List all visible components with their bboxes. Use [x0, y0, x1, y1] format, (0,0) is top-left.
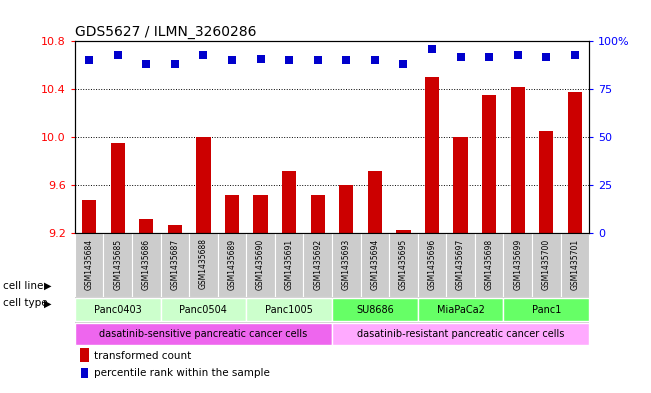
Point: [570, 51, 580, 58]
Bar: [253, 195, 268, 233]
Bar: [368, 171, 382, 233]
Point: [141, 61, 152, 68]
Point: [255, 55, 266, 62]
Bar: [539, 131, 553, 233]
Text: transformed count: transformed count: [94, 351, 191, 361]
Text: dasatinib-resistant pancreatic cancer cells: dasatinib-resistant pancreatic cancer ce…: [357, 329, 564, 339]
Text: Panc1: Panc1: [532, 305, 561, 314]
Text: GSM1435698: GSM1435698: [484, 239, 493, 290]
Point: [398, 61, 409, 68]
Point: [341, 57, 352, 64]
Point: [198, 51, 208, 58]
Bar: [161, 233, 189, 298]
Bar: [503, 298, 589, 321]
Bar: [418, 298, 503, 321]
Text: GSM1435685: GSM1435685: [113, 239, 122, 290]
Bar: [475, 233, 503, 298]
Text: ▶: ▶: [44, 298, 52, 309]
Bar: [418, 233, 447, 298]
Bar: [132, 233, 161, 298]
Text: SU8686: SU8686: [356, 305, 394, 314]
Point: [84, 57, 94, 64]
Bar: [246, 233, 275, 298]
Text: Panc0504: Panc0504: [180, 305, 227, 314]
Text: GSM1435699: GSM1435699: [513, 239, 522, 290]
Text: GSM1435701: GSM1435701: [570, 239, 579, 290]
Bar: [332, 233, 361, 298]
Bar: [361, 233, 389, 298]
Bar: [303, 233, 332, 298]
Text: GSM1435689: GSM1435689: [227, 239, 236, 290]
Text: GSM1435697: GSM1435697: [456, 239, 465, 290]
Bar: [482, 95, 496, 233]
Bar: [396, 230, 411, 233]
Bar: [81, 368, 89, 378]
Bar: [80, 349, 89, 362]
Bar: [332, 298, 418, 321]
Text: ▶: ▶: [44, 281, 52, 291]
Bar: [568, 92, 582, 233]
Text: Panc0403: Panc0403: [94, 305, 142, 314]
Text: GSM1435693: GSM1435693: [342, 239, 351, 290]
Bar: [225, 195, 239, 233]
Text: GDS5627 / ILMN_3260286: GDS5627 / ILMN_3260286: [75, 25, 256, 39]
Bar: [282, 171, 296, 233]
Bar: [510, 87, 525, 233]
Text: GSM1435695: GSM1435695: [399, 239, 408, 290]
Bar: [561, 233, 589, 298]
Point: [484, 53, 494, 60]
Bar: [246, 298, 332, 321]
Text: cell type: cell type: [3, 298, 48, 309]
Text: MiaPaCa2: MiaPaCa2: [437, 305, 484, 314]
Bar: [454, 137, 467, 233]
Bar: [75, 233, 104, 298]
Bar: [168, 225, 182, 233]
Bar: [532, 233, 561, 298]
Text: dasatinib-sensitive pancreatic cancer cells: dasatinib-sensitive pancreatic cancer ce…: [100, 329, 307, 339]
Point: [284, 57, 294, 64]
Point: [370, 57, 380, 64]
Bar: [447, 233, 475, 298]
Text: GSM1435690: GSM1435690: [256, 239, 265, 290]
Bar: [75, 298, 161, 321]
Text: GSM1435687: GSM1435687: [171, 239, 180, 290]
Text: GSM1435684: GSM1435684: [85, 239, 94, 290]
Bar: [111, 143, 125, 233]
Bar: [104, 233, 132, 298]
Bar: [332, 323, 589, 345]
Text: GSM1435700: GSM1435700: [542, 239, 551, 290]
Bar: [311, 195, 325, 233]
Point: [227, 57, 237, 64]
Text: cell line: cell line: [3, 281, 44, 291]
Bar: [275, 233, 303, 298]
Point: [512, 51, 523, 58]
Text: GSM1435691: GSM1435691: [284, 239, 294, 290]
Point: [456, 53, 466, 60]
Point: [427, 46, 437, 52]
Bar: [503, 233, 532, 298]
Bar: [217, 233, 246, 298]
Text: Panc1005: Panc1005: [265, 305, 313, 314]
Bar: [75, 323, 332, 345]
Text: GSM1435686: GSM1435686: [142, 239, 151, 290]
Bar: [389, 233, 418, 298]
Text: percentile rank within the sample: percentile rank within the sample: [94, 369, 270, 378]
Point: [312, 57, 323, 64]
Text: GSM1435696: GSM1435696: [428, 239, 437, 290]
Text: GSM1435694: GSM1435694: [370, 239, 380, 290]
Text: GSM1435688: GSM1435688: [199, 239, 208, 290]
Bar: [197, 137, 210, 233]
Text: GSM1435692: GSM1435692: [313, 239, 322, 290]
Point: [170, 61, 180, 68]
Point: [541, 53, 551, 60]
Bar: [189, 233, 217, 298]
Point: [113, 51, 123, 58]
Bar: [139, 219, 154, 233]
Bar: [425, 77, 439, 233]
Bar: [339, 185, 353, 233]
Bar: [161, 298, 246, 321]
Bar: [82, 200, 96, 233]
